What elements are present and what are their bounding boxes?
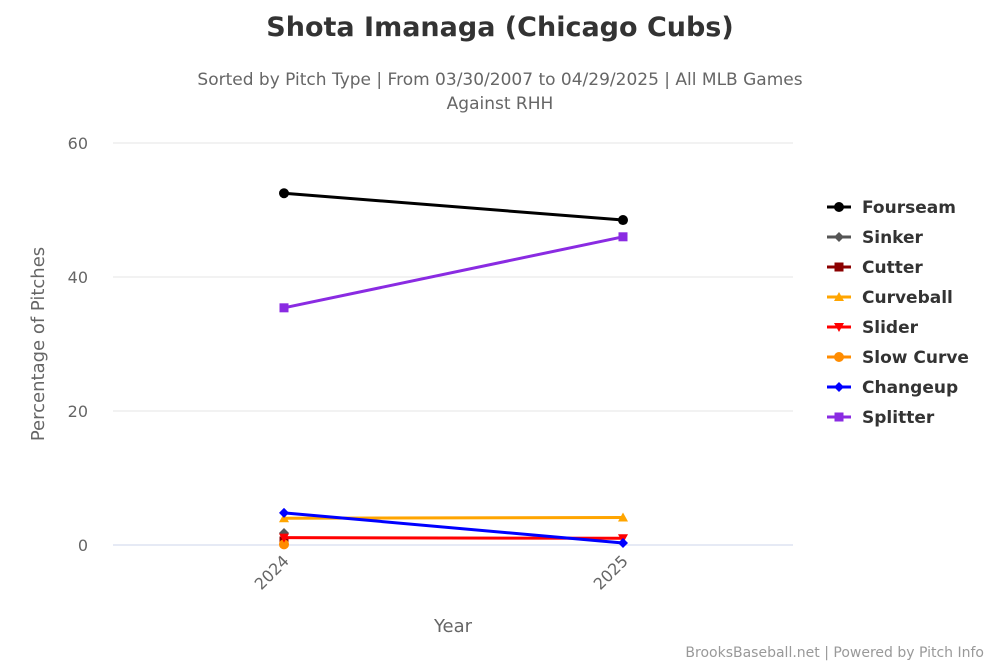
subtitle-line-1: Sorted by Pitch Type | From 03/30/2007 t… bbox=[197, 70, 803, 90]
x-tick-label: 2025 bbox=[590, 551, 632, 593]
y-tick-label: 0 bbox=[78, 536, 88, 555]
data-point[interactable] bbox=[279, 507, 289, 518]
y-tick-label: 20 bbox=[68, 402, 88, 421]
legend-label: Sinker bbox=[862, 228, 924, 248]
legend-item[interactable]: Changeup bbox=[827, 378, 958, 398]
series-line bbox=[283, 235, 624, 310]
legend-marker[interactable] bbox=[834, 412, 844, 422]
legend-marker[interactable] bbox=[834, 262, 844, 272]
x-axis-label: Year bbox=[433, 616, 473, 637]
legend-marker[interactable] bbox=[834, 232, 844, 242]
legend-label: Slow Curve bbox=[862, 348, 969, 368]
x-tick-label: 2024 bbox=[251, 551, 293, 593]
legend-marker[interactable] bbox=[834, 323, 844, 332]
legend-marker[interactable] bbox=[834, 202, 844, 212]
legend-item[interactable]: Slow Curve bbox=[827, 348, 969, 368]
subtitle-line-2: Against RHH bbox=[446, 94, 554, 114]
data-point[interactable] bbox=[279, 533, 289, 543]
series-splitter bbox=[279, 232, 628, 313]
series-changeup bbox=[279, 507, 628, 548]
legend-marker[interactable] bbox=[834, 382, 844, 392]
legend-label: Fourseam bbox=[862, 198, 956, 218]
legend-item[interactable]: Splitter bbox=[827, 408, 935, 428]
data-point[interactable] bbox=[279, 188, 289, 199]
legend-label: Slider bbox=[862, 318, 919, 338]
series-fourseam bbox=[279, 188, 628, 226]
data-point[interactable] bbox=[618, 512, 628, 522]
legend-marker[interactable] bbox=[834, 292, 844, 301]
legend-item[interactable]: Slider bbox=[827, 318, 919, 338]
legend-label: Cutter bbox=[862, 258, 923, 278]
series-line bbox=[283, 511, 624, 545]
legend-item[interactable]: Cutter bbox=[827, 258, 923, 278]
data-point[interactable] bbox=[618, 215, 628, 226]
series-line bbox=[283, 191, 624, 222]
y-tick-label: 40 bbox=[68, 268, 88, 287]
legend-label: Splitter bbox=[862, 408, 935, 428]
data-point[interactable] bbox=[618, 537, 628, 548]
data-point[interactable] bbox=[618, 232, 628, 242]
legend-item[interactable]: Fourseam bbox=[827, 198, 956, 218]
data-point[interactable] bbox=[279, 539, 289, 550]
legend-label: Curveball bbox=[862, 288, 953, 308]
legend-item[interactable]: Curveball bbox=[827, 288, 953, 308]
legend-item[interactable]: Sinker bbox=[827, 228, 924, 248]
data-point[interactable] bbox=[279, 303, 289, 313]
y-tick-label: 60 bbox=[68, 134, 88, 153]
chart-subtitle: Sorted by Pitch Type | From 03/30/2007 t… bbox=[0, 68, 1000, 116]
credit-text: BrooksBaseball.net | Powered by Pitch In… bbox=[685, 645, 984, 661]
y-axis-label: Percentage of Pitches bbox=[28, 247, 49, 441]
legend-marker[interactable] bbox=[834, 352, 844, 362]
legend-label: Changeup bbox=[862, 378, 958, 398]
chart-title: Shota Imanaga (Chicago Cubs) bbox=[266, 12, 734, 43]
series-slow-curve bbox=[279, 539, 289, 550]
